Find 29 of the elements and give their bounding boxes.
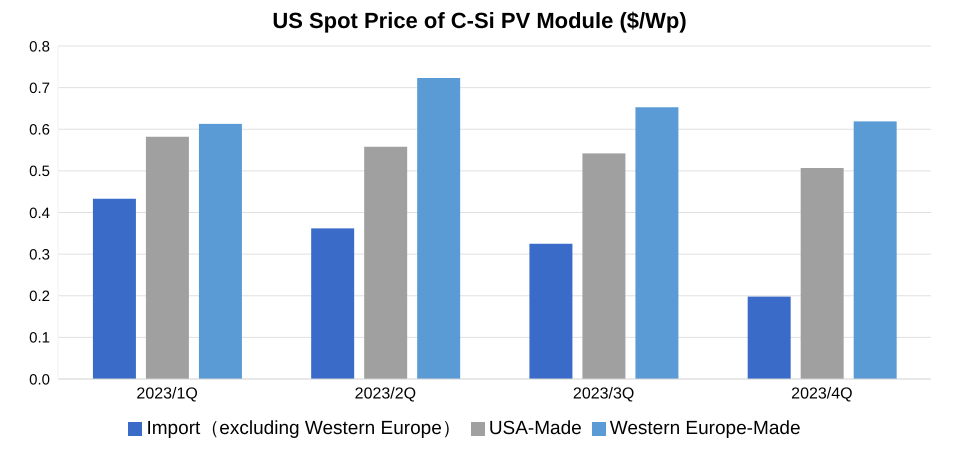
bar [800,168,844,379]
bar [748,296,791,379]
legend-label: Import（excluding Western Europe） [146,418,461,439]
y-tick-label: 0.6 [29,122,50,139]
bar [854,121,897,379]
bar [146,136,189,379]
bar [311,228,354,379]
x-tick-label: 2023/4Q [791,385,853,402]
legend-label: USA-Made [488,418,582,439]
bar [529,244,572,379]
y-tick-label: 0.1 [29,330,50,347]
y-tick-label: 0.8 [29,38,50,56]
legend-label: Western Europe-Made [610,418,801,439]
y-tick-label: 0.4 [29,204,50,222]
bar [364,146,408,379]
y-tick-label: 0.7 [29,80,50,97]
bar [417,78,460,379]
bar [198,124,242,379]
y-tick-label: 0.5 [29,163,50,180]
x-tick-label: 2023/2Q [354,385,416,402]
bar [92,198,136,379]
y-tick-label: 0.0 [29,371,50,388]
chart-title: US Spot Price of C-Si PV Module ($/Wp) [271,8,688,35]
bar [582,153,626,379]
x-tick-label: 2023/3Q [572,385,634,402]
x-tick-label: 2023/1Q [136,385,198,402]
bar [635,107,678,379]
y-tick-label: 0.2 [29,288,50,306]
y-tick-label: 0.3 [29,246,50,264]
